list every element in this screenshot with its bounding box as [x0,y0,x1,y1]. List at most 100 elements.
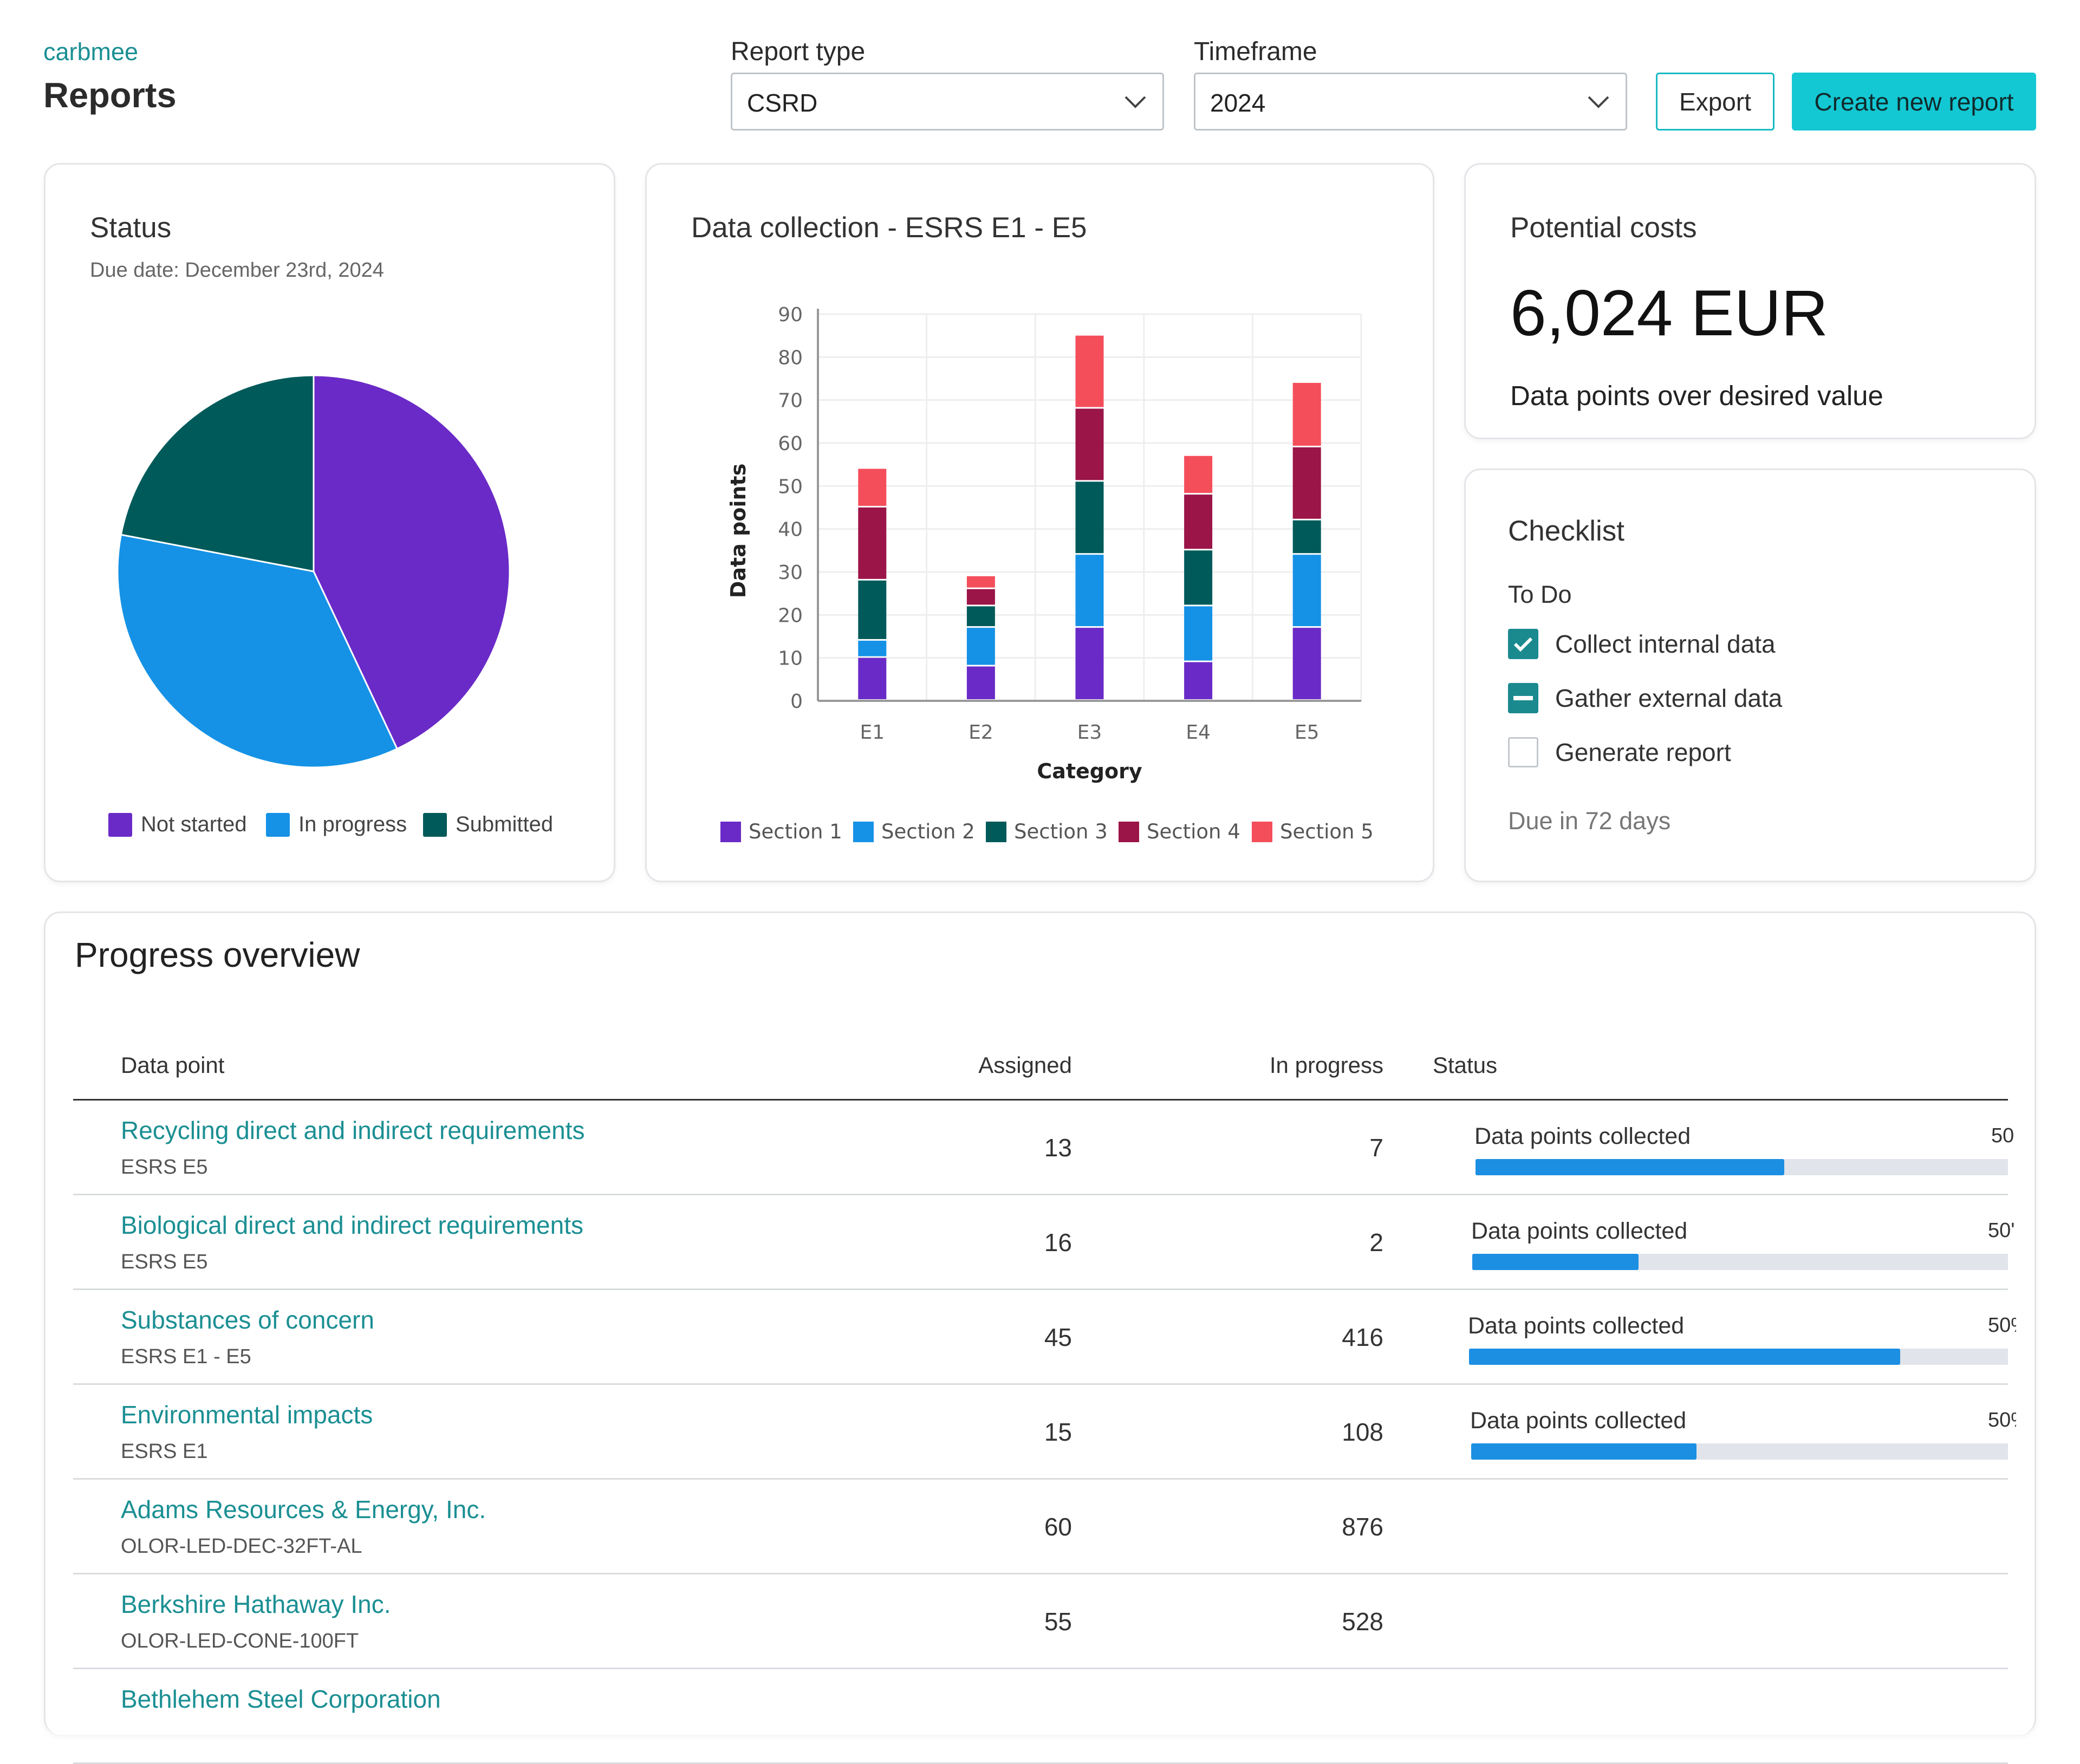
legend-item-not-started[interactable]: Not started [108,812,247,837]
table-row[interactable]: Substances of concern ESRS E1 - E5 45 416 Da… [46,1290,2038,1385]
checklist-item-gather-external-data[interactable]: Gather external data [1508,683,1782,713]
table-row[interactable]: Biological direct and indirect requireme… [46,1195,2038,1290]
row-divider [73,1668,1430,1669]
report-type-label: Report type [731,37,866,66]
row-divider [73,1478,2008,1480]
potential-costs-card: Potential costs 6,024 EUR Data points ov… [1464,163,2036,439]
data-point-subtitle: ESRS E1 - E5 [121,1345,251,1368]
data-point-subtitle: ESRS E5 [121,1156,208,1179]
bar-segment-e5-section-2 [1292,555,1321,627]
y-tick-label: 40 [778,519,803,541]
column-header-data-point[interactable]: Data point [121,1052,225,1078]
progress-bar [1472,1254,2008,1270]
chevron-down-icon [1588,96,1609,108]
legend-swatch [1252,821,1272,842]
checkbox-checked[interactable] [1508,629,1538,659]
minus-icon [1513,696,1533,700]
checkbox-indeterminate[interactable] [1508,683,1538,713]
export-button[interactable]: Export [1656,73,1774,131]
y-tick-label: 30 [778,562,803,584]
progress-bar [1476,1159,2008,1175]
potential-costs-amount: 6,024 EUR [1510,277,1828,349]
checklist-item-label: Generate report [1555,738,1731,766]
legend-swatch [1119,821,1139,842]
legend-item-in-progress[interactable]: In progress [266,812,407,837]
table-row[interactable]: Adams Resources & Energy, Inc. OLOR-LED-D… [46,1480,2038,1574]
legend-item-section-2[interactable]: Section 2 [853,820,975,843]
checkbox-unchecked[interactable] [1508,737,1538,767]
progress-bar-fill [1471,1443,1697,1460]
legend-item-section-5[interactable]: Section 5 [1252,820,1374,843]
potential-costs-title: Potential costs [1510,212,1697,244]
data-point-link[interactable]: Recycling direct and indirect requiremen… [121,1116,585,1144]
data-point-link[interactable]: Adams Resources & Energy, Inc. [121,1495,486,1524]
x-tick-label: E2 [968,721,993,744]
bar-segment-e2-section-4 [966,589,995,605]
assigned-value: 13 [1044,1134,1072,1162]
bar-segment-e2-section-3 [966,606,995,627]
in-progress-value: 2 [1369,1228,1383,1257]
assigned-value: 60 [1044,1513,1072,1541]
checklist-item-collect-internal-data[interactable]: Collect internal data [1508,629,1776,659]
x-tick-label: E5 [1295,721,1320,744]
legend-item-section-1[interactable]: Section 1 [720,820,842,843]
table-row[interactable]: Environmental impacts ESRS E1 15 108 Data po… [46,1385,2038,1480]
bar-segment-e5-section-3 [1292,520,1321,554]
data-point-link[interactable]: Substances of concern [121,1306,374,1334]
legend-swatch [423,812,447,837]
table-row[interactable]: Bethlehem Steel Corporation [46,1669,2038,1764]
data-collection-card: Data collection - ESRS E1 - E5 0 10 20 30 40… [645,163,1434,882]
status-label: Data points collected [1471,1218,1688,1244]
bar-segment-e1-section-2 [858,640,887,656]
legend-item-submitted[interactable]: Submitted [423,812,553,837]
table-row[interactable]: Berkshire Hathaway Inc. OLOR-LED-CONE-100… [46,1574,2038,1669]
legend-item-section-4[interactable]: Section 4 [1119,820,1240,843]
assigned-value: 16 [1044,1228,1072,1257]
assigned-value: 15 [1044,1418,1072,1446]
legend-swatch [853,821,874,842]
bar-segment-e5-section-4 [1292,447,1321,519]
data-point-link[interactable]: Biological direct and indirect requireme… [121,1211,583,1239]
row-divider-status [1430,1478,2008,1480]
progress-bar-fill [1476,1159,1785,1175]
report-type-select[interactable]: CSRD [731,73,1164,131]
checklist-item-generate-report[interactable]: Generate report [1508,737,1731,767]
y-tick-label: 80 [778,347,803,369]
page-title: Reports [43,75,177,115]
y-tick-label: 50 [778,476,803,498]
column-header-status[interactable]: Status [1433,1052,1498,1078]
column-header-in-progress[interactable]: In progress [1269,1052,1383,1078]
status-label: Data points collected [1468,1313,1685,1339]
timeframe-value: 2024 [1210,89,1266,117]
column-header-assigned[interactable]: Assigned [978,1052,1072,1078]
bar-segment-e3-section-1 [1075,628,1104,699]
checklist-title: Checklist [1508,515,1625,547]
bar-segment-e1-section-5 [858,468,887,506]
in-progress-value: 876 [1342,1513,1383,1541]
y-tick-label: 10 [778,648,803,670]
table-row[interactable]: Recycling direct and indirect requiremen… [46,1101,2038,1195]
bar-segment-e5-section-1 [1292,628,1321,699]
legend-label: Submitted [456,812,554,836]
bar-segment-e3-section-5 [1075,335,1104,407]
data-point-link[interactable]: Berkshire Hathaway Inc. [121,1590,391,1618]
bar-segment-e1-section-3 [858,580,887,639]
potential-costs-subtitle: Data points over desired value [1510,380,1883,411]
in-progress-value: 416 [1342,1323,1383,1351]
legend-swatch [266,812,290,837]
bar-segment-e4-section-3 [1184,550,1213,605]
data-point-link[interactable]: Bethlehem Steel Corporation [121,1685,441,1713]
progress-bar [1471,1443,2008,1460]
data-point-link[interactable]: Environmental impacts [121,1401,373,1429]
y-tick-label: 20 [778,604,803,627]
bar-segment-e2-section-2 [966,628,995,665]
legend-label: In progress [298,812,407,836]
progress-overview-title: Progress overview [75,935,360,974]
timeframe-select[interactable]: 2024 [1194,73,1627,131]
in-progress-value: 7 [1369,1134,1383,1162]
create-new-report-button[interactable]: Create new report [1792,73,2036,131]
in-progress-value: 108 [1342,1418,1383,1446]
status-due-date: Due date: December 23rd, 2024 [90,259,384,282]
checklist-section-label: To Do [1508,581,1572,608]
legend-item-section-3[interactable]: Section 3 [986,820,1108,843]
